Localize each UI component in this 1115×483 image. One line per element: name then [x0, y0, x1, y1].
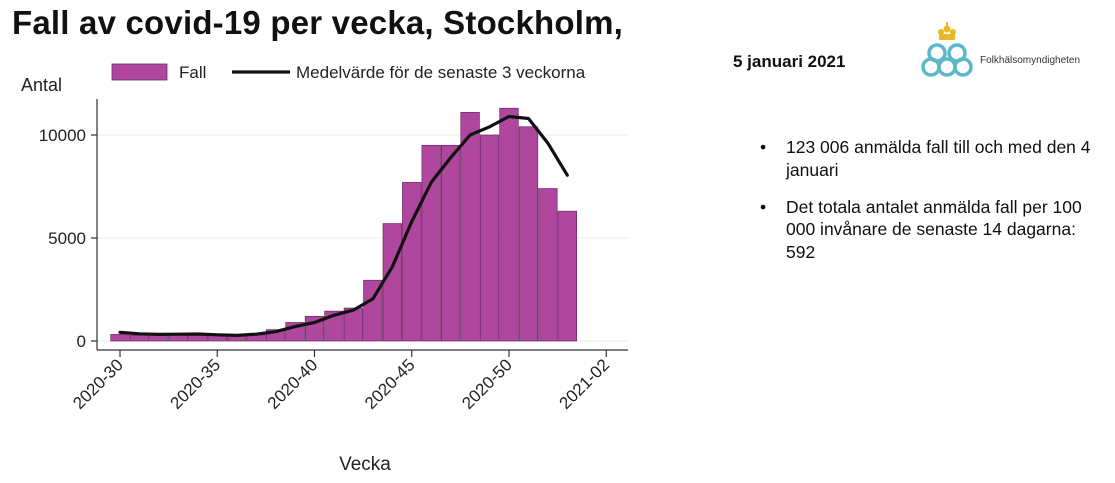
bar-2020-42: [343, 307, 364, 342]
bar-2020-52: [538, 188, 558, 342]
info-bullet-list: • 123 006 anmälda fall till och med den …: [760, 136, 1105, 278]
y-axis-label: Antal: [21, 75, 62, 95]
info-bullet-total-cases: • 123 006 anmälda fall till och med den …: [760, 136, 1105, 182]
logo-emblem-icon: [921, 22, 973, 77]
bar-2020-49: [479, 134, 500, 342]
x-tick-label: 2020-30: [69, 355, 127, 413]
bar-2020-31: [129, 334, 150, 342]
bar-2020-43: [363, 279, 383, 342]
x-tick-label: 2021-02: [556, 355, 614, 413]
legend: Fall Medelvärde för de senaste 3 veckorn…: [111, 63, 586, 82]
bar-2020-47: [441, 144, 461, 342]
folkhalsomyndigheten-logo: Folkhälsomyndigheten: [916, 22, 1106, 92]
bar-2020-38: [265, 329, 286, 342]
legend-label-average: Medelvärde för de senaste 3 veckorna: [296, 63, 586, 82]
bullet-marker: •: [760, 137, 767, 157]
y-tick-label: 10000: [39, 126, 86, 145]
y-tick-label: 5000: [48, 229, 86, 248]
series-line-average: [118, 114, 569, 337]
bar-2020-51: [518, 126, 539, 342]
bar-2020-53: [557, 210, 577, 342]
x-tick-label: 2020-45: [361, 355, 419, 413]
legend-swatch-fall: [111, 63, 168, 81]
y-tick-label: 0: [77, 332, 86, 351]
bullet-marker: •: [760, 196, 767, 217]
x-tick-label: 2020-35: [167, 355, 225, 413]
covid-cases-chart: 0 5000 10000 2020-30 2020-35 2020-40 2020-45 2…: [21, 63, 628, 475]
bar-2020-44: [382, 223, 402, 342]
info-bullet-text: Det totala antalet anmälda fall per 100 …: [786, 196, 1082, 263]
x-tick-label: 2020-40: [264, 355, 322, 413]
bar-2020-48: [460, 111, 480, 342]
chart-container: 0 5000 10000 2020-30 2020-35 2020-40 2020-45 2…: [0, 52, 720, 483]
bar-2020-30: [110, 334, 130, 342]
bar-2020-50: [499, 107, 519, 342]
slide-title: Fall av covid-19 per vecka, Stockholm,: [12, 4, 624, 41]
bar-2020-45: [402, 182, 422, 342]
info-bullet-incidence: • Det totala antalet anmälda fall per 10…: [760, 196, 1105, 264]
legend-label-fall: Fall: [179, 63, 206, 82]
info-bullet-text: 123 006 anmälda fall till och med den 4 …: [786, 137, 1091, 180]
x-tick-label: 2020-50: [458, 355, 516, 413]
slide-date: 5 januari 2021: [733, 52, 846, 71]
x-axis-label: Vecka: [339, 454, 391, 475]
logo-text: Folkhälsomyndigheten: [980, 55, 1081, 66]
